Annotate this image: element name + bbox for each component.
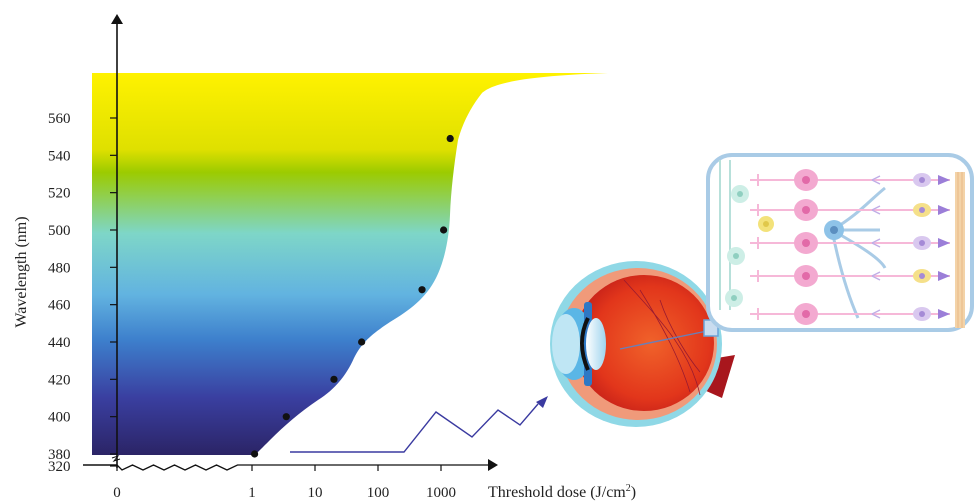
bipolar-nucleus (919, 240, 925, 246)
y-tick-label: 420 (48, 372, 71, 388)
photoreceptor-tip (938, 175, 950, 185)
bipolar-nucleus (919, 311, 925, 317)
data-point (282, 413, 290, 421)
data-points (251, 134, 454, 458)
y-tick-label: 320 (48, 459, 71, 475)
y-axis-break (111, 454, 121, 463)
y-tick-label: 440 (48, 335, 71, 351)
x-axis-arrow (488, 459, 498, 471)
x-tick-label: 1 (248, 485, 256, 501)
ganglion-nucleus (802, 206, 810, 214)
ganglion-nucleus (802, 176, 810, 184)
y-tick-label: 540 (48, 148, 71, 164)
y-axis-arrow (111, 14, 123, 24)
data-point (446, 134, 454, 143)
ganglion-nucleus (802, 272, 810, 280)
x-tick-label: 10 (308, 485, 323, 501)
data-point (251, 450, 259, 458)
data-point (358, 338, 366, 346)
ganglion-nucleus (802, 310, 810, 318)
y-tick-label: 400 (48, 410, 71, 426)
x-tick-label: 100 (367, 485, 390, 501)
retina-illustration (706, 153, 974, 332)
y-tick-label: 380 (48, 447, 71, 463)
y-tick-label: 460 (48, 298, 71, 314)
bipolar-nucleus (919, 177, 925, 183)
y-tick-label: 560 (48, 111, 71, 127)
photoreceptor-tip (938, 309, 950, 319)
photoreceptor-tip (938, 205, 950, 215)
data-point (440, 226, 448, 234)
photoreceptor-tip (938, 238, 950, 248)
threshold-band (92, 73, 608, 455)
y-tick-label: 500 (48, 223, 71, 239)
photoreceptor-tip (938, 271, 950, 281)
data-point (330, 375, 338, 383)
y-tick-label: 480 (48, 260, 71, 276)
bipolar-nucleus (919, 273, 925, 279)
threshold-area (92, 73, 608, 455)
eye-illustration (550, 261, 735, 427)
x-axis-line (116, 464, 488, 471)
y-tick-label: 520 (48, 186, 71, 202)
x-tick-label: 0 (113, 485, 121, 501)
ganglion-nucleus (802, 239, 810, 247)
bipolar-nucleus (919, 207, 925, 213)
x-axis-title: Threshold dose (J/cm2) (488, 483, 636, 501)
y-axis-title: Wavelength (nm) (13, 216, 30, 327)
x-tick-label: 1000 (426, 485, 456, 501)
data-point (418, 286, 426, 294)
light-wave-arrow (290, 396, 548, 453)
